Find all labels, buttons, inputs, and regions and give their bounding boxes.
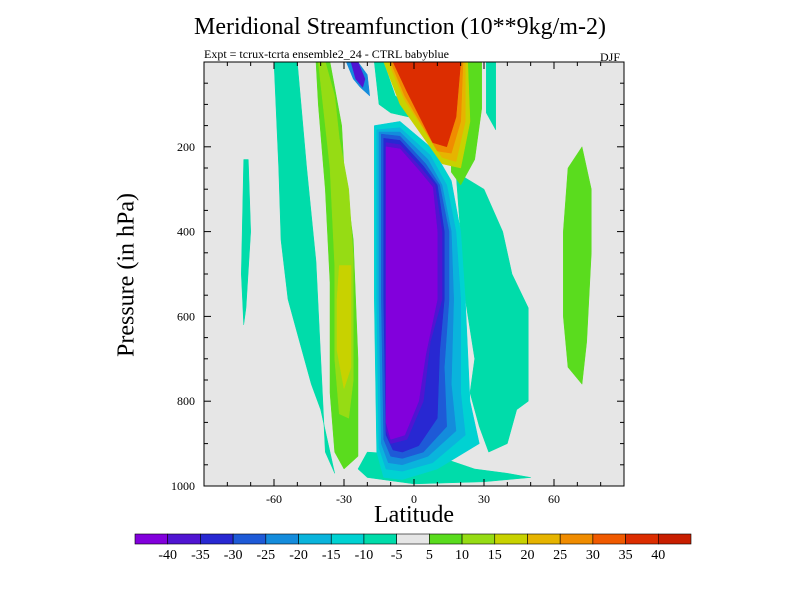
region-northern-green-ridge bbox=[563, 146, 592, 385]
colorbar-swatch bbox=[527, 533, 561, 545]
x-axis-ticks: -60 -30 0 30 60 bbox=[226, 62, 602, 506]
chart-subtitle: Expt = tcrux-tcrta ensemble2_24 - CTRL b… bbox=[204, 47, 449, 61]
colorbar-swatch bbox=[559, 533, 594, 545]
region-red-core bbox=[392, 62, 461, 148]
colorbar-swatch bbox=[232, 533, 267, 545]
colorbar-swatch bbox=[265, 533, 299, 545]
region-southern-band-cyan bbox=[273, 62, 335, 474]
colorbar-label: 5 bbox=[426, 548, 433, 563]
colorbar-label: -30 bbox=[224, 548, 243, 563]
colorbar-label: -25 bbox=[256, 548, 275, 563]
colorbar-swatch bbox=[396, 533, 430, 545]
y-axis-label: Pressure (in hPa) bbox=[113, 193, 140, 357]
colorbar-swatch bbox=[134, 533, 169, 545]
colorbar-swatch bbox=[200, 533, 234, 545]
chart-title: Meridional Streamfunction (10**9kg/m-2) bbox=[194, 14, 606, 40]
x-axis-label: Latitude bbox=[374, 502, 454, 528]
y-tick-label: 400 bbox=[177, 225, 195, 239]
colorbar-label: 15 bbox=[488, 548, 502, 563]
colorbar-swatch bbox=[167, 533, 201, 545]
season-label: DJF bbox=[600, 50, 621, 64]
colorbar-label: -35 bbox=[191, 548, 210, 563]
colorbar-label: -20 bbox=[289, 548, 308, 563]
y-tick-label: 1000 bbox=[171, 479, 195, 493]
x-tick-label: 0 bbox=[411, 492, 417, 506]
x-tick-label: -60 bbox=[266, 492, 282, 506]
region-yellow-band bbox=[336, 265, 352, 389]
colorbar-label: 30 bbox=[586, 548, 600, 563]
colorbar-label: 40 bbox=[651, 548, 665, 563]
colorbar-label: -40 bbox=[158, 548, 177, 563]
region-purple-core bbox=[385, 146, 438, 440]
colorbar-swatch bbox=[592, 533, 626, 545]
colorbar-label: 10 bbox=[455, 548, 469, 563]
colorbar-swatch bbox=[625, 533, 659, 545]
contour-regions bbox=[241, 62, 592, 485]
colorbar-label: -10 bbox=[355, 548, 374, 563]
y-axis-ticks: 200 400 600 800 1000 bbox=[171, 82, 624, 493]
colorbar-swatch bbox=[330, 533, 365, 545]
colorbar-swatch bbox=[461, 533, 496, 545]
colorbar: -40 -35 -30 -25 -20 -15 -10 -5 5 10 15 20 25 30 35 40 bbox=[134, 533, 692, 563]
colorbar-swatch bbox=[429, 533, 463, 545]
y-tick-label: 800 bbox=[177, 394, 195, 408]
x-tick-label: 30 bbox=[478, 492, 490, 506]
colorbar-swatch bbox=[657, 533, 692, 545]
region-northern-cyan-region bbox=[455, 171, 529, 453]
x-tick-label: -30 bbox=[336, 492, 352, 506]
colorbar-swatch bbox=[363, 533, 397, 545]
region-upper-purple-streak bbox=[350, 62, 366, 88]
y-tick-label: 200 bbox=[177, 140, 195, 154]
colorbar-swatch bbox=[298, 533, 332, 545]
region-upper-north-cyan bbox=[486, 62, 496, 131]
colorbar-label: 35 bbox=[619, 548, 633, 563]
colorbar-label: -5 bbox=[391, 548, 403, 563]
colorbar-swatch bbox=[494, 533, 528, 545]
colorbar-label: 25 bbox=[553, 548, 567, 563]
x-tick-label: 60 bbox=[548, 492, 560, 506]
region-southern-cyan-strip bbox=[241, 159, 251, 325]
colorbar-label: 20 bbox=[520, 548, 534, 563]
y-tick-label: 600 bbox=[177, 309, 195, 323]
colorbar-label: -15 bbox=[322, 548, 341, 563]
